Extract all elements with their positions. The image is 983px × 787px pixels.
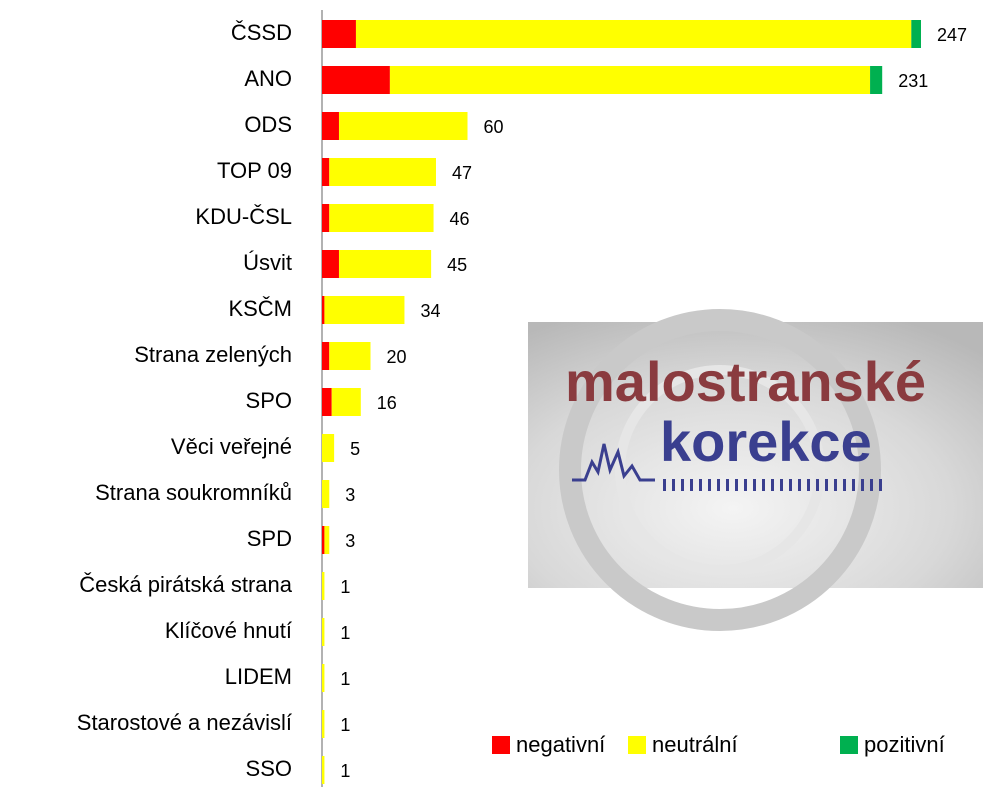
bar-segment xyxy=(911,20,921,48)
category-label: Starostové a nezávislí xyxy=(77,710,292,735)
bar-segment xyxy=(322,480,329,508)
bar-segment xyxy=(329,204,433,232)
legend-label: pozitivní xyxy=(864,732,945,757)
bar-segment xyxy=(870,66,882,94)
legend-label: negativní xyxy=(516,732,605,757)
bar-segment xyxy=(322,66,390,94)
category-label: ODS xyxy=(244,112,292,137)
category-label: ANO xyxy=(244,66,292,91)
legend-swatch xyxy=(628,736,646,754)
bar-segment xyxy=(322,20,356,48)
total-label: 3 xyxy=(345,531,355,551)
bar-segment xyxy=(322,664,324,692)
bar-segment xyxy=(339,250,431,278)
bar-segment xyxy=(322,250,339,278)
logo-line2: korekce xyxy=(660,410,872,473)
category-label: Věci veřejné xyxy=(171,434,292,459)
total-label: 60 xyxy=(484,117,504,137)
total-label: 3 xyxy=(345,485,355,505)
total-label: 1 xyxy=(340,761,350,781)
category-label: Česká pirátská strana xyxy=(79,572,293,597)
total-label: 5 xyxy=(350,439,360,459)
total-label: 1 xyxy=(340,623,350,643)
bar-segment xyxy=(332,388,361,416)
category-label: KSČM xyxy=(228,296,292,321)
total-label: 45 xyxy=(447,255,467,275)
total-label: 20 xyxy=(387,347,407,367)
category-label: KDU-ČSL xyxy=(195,204,292,229)
bar-segment xyxy=(322,572,324,600)
category-label: Strana soukromníků xyxy=(95,480,292,505)
bar-segment xyxy=(324,296,404,324)
bar-segment xyxy=(322,388,332,416)
bar-segment xyxy=(322,710,324,738)
category-label: LIDEM xyxy=(225,664,292,689)
legend-swatch xyxy=(840,736,858,754)
category-label: TOP 09 xyxy=(217,158,292,183)
total-label: 34 xyxy=(420,301,440,321)
logo-line1: malostranské xyxy=(565,350,926,413)
bar-segment xyxy=(322,756,324,784)
bar-segment xyxy=(322,204,329,232)
bar-segment xyxy=(339,112,468,140)
category-label: Klíčové hnutí xyxy=(165,618,292,643)
total-label: 247 xyxy=(937,25,967,45)
category-label: Úsvit xyxy=(243,250,292,275)
bar-segment xyxy=(322,296,324,324)
bar-segment xyxy=(322,434,334,462)
bar-segment xyxy=(322,526,324,554)
bar-segment xyxy=(329,342,370,370)
total-label: 16 xyxy=(377,393,397,413)
category-label: ČSSD xyxy=(231,20,292,45)
total-label: 1 xyxy=(340,715,350,735)
total-label: 1 xyxy=(340,577,350,597)
total-label: 46 xyxy=(450,209,470,229)
bar-segment xyxy=(324,526,329,554)
bar-segment xyxy=(322,112,339,140)
total-label: 1 xyxy=(340,669,350,689)
category-label: SPO xyxy=(246,388,292,413)
total-label: 231 xyxy=(898,71,928,91)
bar-segment xyxy=(329,158,436,186)
category-label: Strana zelených xyxy=(134,342,292,367)
legend-swatch xyxy=(492,736,510,754)
bar-segment xyxy=(322,342,329,370)
bar-segment xyxy=(390,66,870,94)
bar-segment xyxy=(356,20,911,48)
logo: malostranské korekce xyxy=(528,320,983,620)
category-label: SPD xyxy=(247,526,292,551)
bar-segment xyxy=(322,158,329,186)
legend-label: neutrální xyxy=(652,732,738,757)
bar-segment xyxy=(322,618,324,646)
category-label: SSO xyxy=(246,756,292,781)
total-label: 47 xyxy=(452,163,472,183)
chart: malostranské korekce ČSSD 247 ANO 231 ODS 60 T… xyxy=(0,0,983,787)
